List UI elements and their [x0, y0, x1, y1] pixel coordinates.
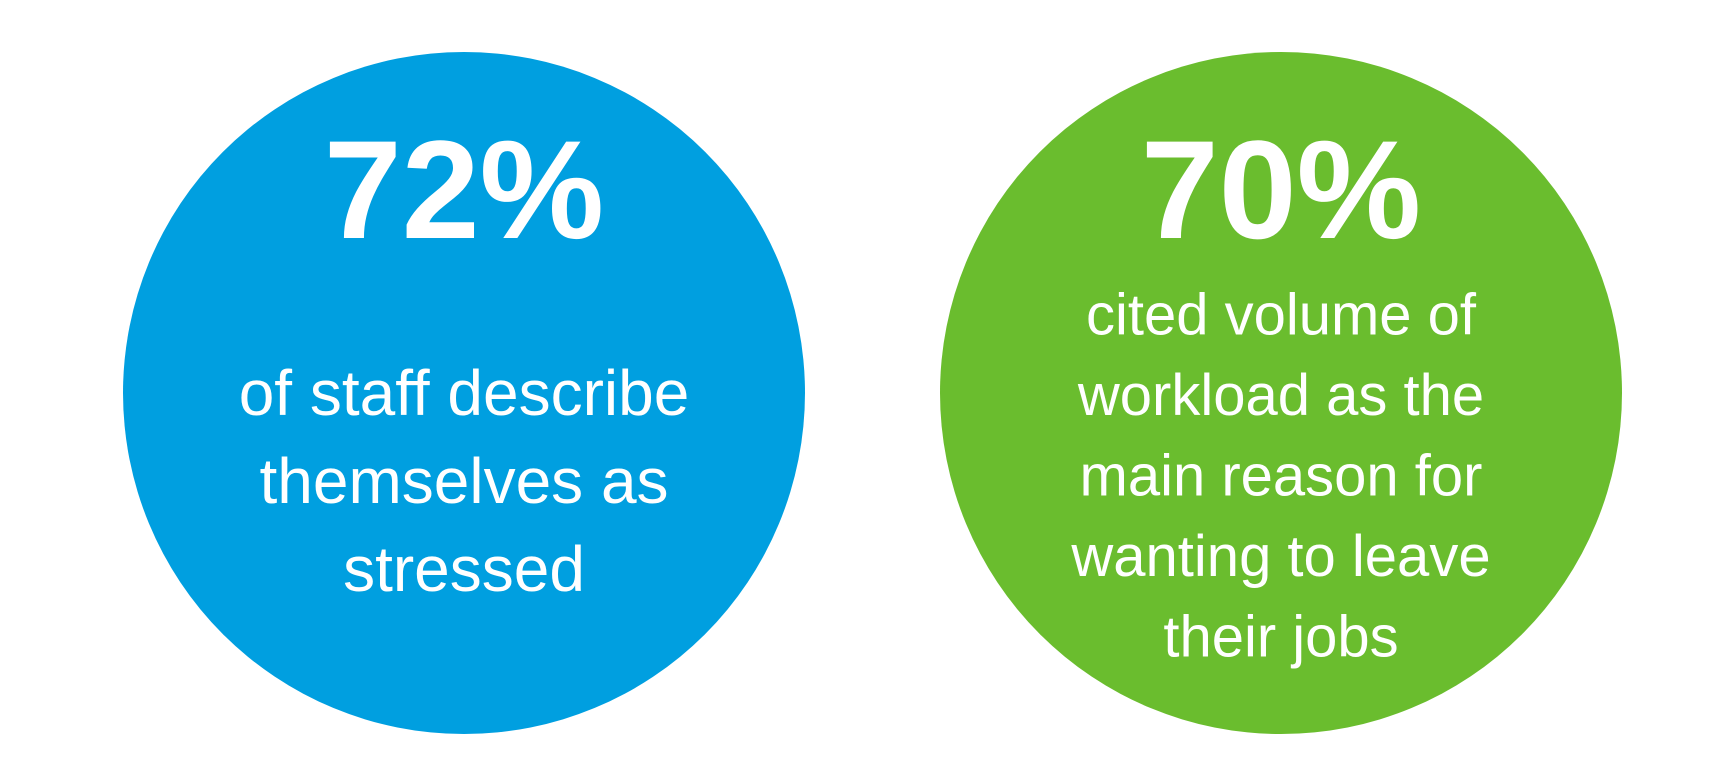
description-line: stressed [343, 533, 585, 605]
description-line: their jobs [1163, 604, 1398, 669]
description-line: wanting to leave [1070, 524, 1490, 589]
description-line: cited volume of [1086, 282, 1477, 347]
description-line: main reason for [1080, 443, 1483, 508]
description-line: themselves as [259, 445, 668, 517]
description-line: workload as the [1077, 363, 1484, 428]
stat-circle [940, 52, 1622, 734]
stat-description: cited volume of workload as the main reaso… [1070, 282, 1490, 669]
stat-description: of staff describe themselves as stressed [239, 357, 690, 605]
stat-figure: 72% [324, 111, 604, 268]
stat-circle [123, 52, 805, 734]
description-line: of staff describe [239, 357, 690, 429]
stat-figure: 70% [1141, 111, 1421, 268]
